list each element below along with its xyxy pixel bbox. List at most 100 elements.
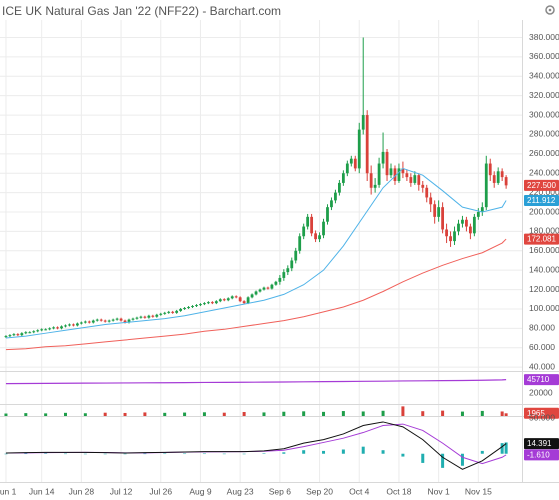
y-tick-label: 60.000	[529, 342, 555, 352]
candle-body	[254, 291, 258, 295]
candle-body	[199, 304, 202, 306]
candle-body	[353, 158, 357, 169]
candle-body	[111, 319, 115, 321]
candle-body	[32, 331, 36, 333]
candle-body	[12, 334, 16, 336]
value-badge-label: 45710	[527, 375, 550, 384]
macd-histogram-bar	[480, 450, 484, 454]
y-tick-label: 340.000	[529, 71, 559, 81]
candle-body	[76, 323, 79, 326]
volume-bar	[202, 412, 206, 416]
y-tick-label: 280.000	[529, 129, 559, 139]
macd-histogram-bar	[504, 442, 508, 454]
candle-body	[207, 302, 210, 304]
candle-body	[290, 260, 294, 269]
volume-bar	[504, 413, 508, 416]
candle-body	[107, 320, 111, 322]
volume-bar	[183, 412, 187, 416]
settings-icon-ring[interactable]	[545, 5, 555, 15]
candle-body	[349, 158, 353, 164]
volume-bar	[341, 411, 345, 416]
candle-body	[484, 163, 488, 208]
volume-bar	[302, 411, 306, 416]
candle-body	[361, 115, 365, 130]
candle-body	[135, 317, 139, 319]
x-tick-label: Jun 1	[0, 486, 17, 496]
volume-bar	[143, 412, 147, 416]
candle-body	[357, 129, 361, 169]
x-tick-label: Jun 14	[29, 486, 55, 496]
candle-body	[222, 299, 226, 301]
volume-bar	[163, 412, 167, 416]
settings-icon[interactable]	[545, 5, 555, 15]
candle-body	[389, 168, 393, 176]
candle-body	[8, 335, 12, 337]
candle-body	[28, 332, 32, 334]
chart-title: ICE UK Natural Gas Jan '22 (NFF22) - Bar…	[2, 4, 281, 18]
value-badge-label: 14.391	[527, 439, 552, 448]
candle-body	[242, 301, 246, 304]
volume-bar	[83, 413, 87, 416]
macd-histogram-bar	[381, 450, 385, 454]
candle-body	[246, 297, 250, 304]
candle-body	[500, 171, 504, 178]
candle-body	[298, 236, 302, 251]
y-tick-label: 380.000	[529, 32, 559, 42]
candle-body	[330, 200, 333, 208]
candle-body	[417, 175, 421, 185]
macd-histogram-bar	[63, 453, 67, 455]
macd-histogram-bar	[163, 453, 167, 455]
candle-body	[99, 319, 103, 321]
volume-bar	[361, 411, 365, 416]
y-tick-label: 100.000	[529, 303, 559, 313]
value-badge	[524, 233, 559, 245]
candle-body	[163, 312, 167, 314]
candle-body	[250, 294, 254, 298]
candle-body	[457, 223, 460, 232]
candle-body	[266, 287, 270, 289]
settings-icon-dot[interactable]	[548, 8, 552, 12]
y-tick-label: 300.000	[529, 109, 559, 119]
macd-histogram-bar	[103, 453, 107, 455]
candle-body	[143, 316, 147, 318]
y-tick-label: 360.000	[529, 51, 559, 61]
candle-body	[433, 204, 437, 217]
macd-histogram-bar	[242, 453, 246, 455]
volume-bar	[4, 413, 8, 416]
candle-body	[294, 250, 298, 261]
macd-histogram-bar	[401, 453, 405, 457]
candle-body	[480, 207, 484, 213]
macd-histogram-bar	[222, 453, 226, 455]
macd-histogram-bar	[4, 453, 8, 455]
candle-body	[302, 226, 306, 237]
candle-body	[40, 329, 44, 331]
candle-body	[377, 163, 381, 185]
value-badge	[524, 438, 559, 450]
macd-histogram-bar	[24, 453, 28, 455]
candle-body	[4, 336, 8, 338]
value-badge-label: 211.912	[527, 196, 556, 205]
candle-body	[179, 308, 183, 311]
candle-body	[20, 333, 24, 336]
candle-body	[103, 320, 107, 322]
candle-body	[341, 173, 345, 183]
candle-body	[453, 231, 456, 242]
candle-body	[472, 216, 476, 234]
candle-body	[318, 235, 321, 240]
candle-body	[79, 322, 83, 324]
macd-histogram-bar	[441, 453, 445, 468]
candle-body	[286, 268, 290, 273]
candle-body	[476, 212, 480, 217]
value-badge	[524, 449, 559, 461]
moving-average-line	[5, 238, 507, 351]
candle-body	[203, 303, 206, 305]
candle-body	[195, 305, 198, 307]
candle-body	[226, 298, 230, 301]
candle-body	[187, 307, 190, 309]
candle-body	[373, 184, 377, 188]
candle-body	[147, 315, 151, 318]
open-interest-line	[5, 379, 507, 385]
x-tick-label: Jul 12	[110, 486, 133, 496]
